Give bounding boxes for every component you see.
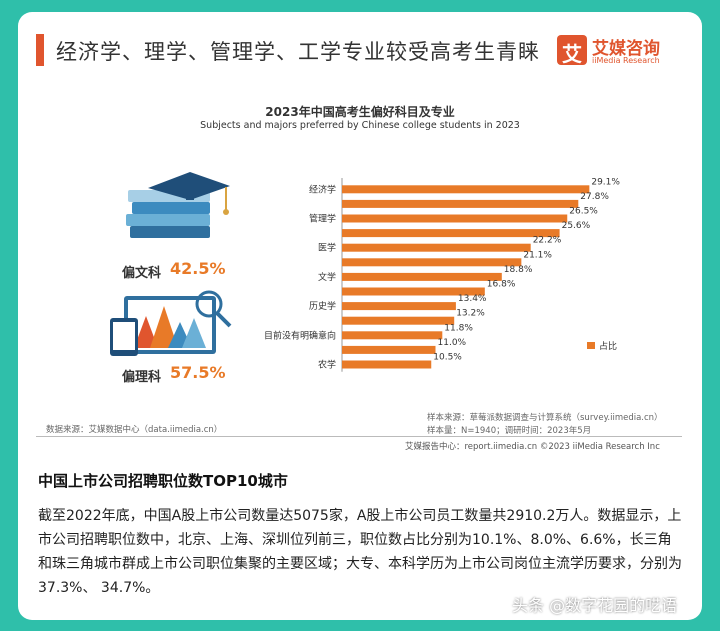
bar-10 [342, 331, 443, 340]
category-label-10: 目前没有明确意向 [264, 329, 336, 341]
article-title: 中国上市公司招聘职位数TOP10城市 [38, 472, 288, 490]
data-label-5: 21.1% [523, 250, 552, 260]
legend-swatch [587, 342, 595, 349]
segment-label-science: 偏理科 [122, 370, 162, 385]
legend-label: 占比 [599, 340, 617, 352]
data-label-3: 25.6% [562, 221, 591, 231]
data-label-7: 16.8% [487, 280, 516, 290]
bar-11 [342, 345, 436, 354]
logo-icon: 艾 [557, 35, 587, 66]
watermark: 头条 @数字花园的呓语 [512, 596, 678, 615]
bar-8 [342, 302, 456, 311]
data-label-8: 13.4% [458, 294, 487, 304]
chart-title: 2023年中国高考生偏好科目及专业 [265, 105, 455, 119]
books-icon [126, 172, 230, 238]
logo-mark: 艾 [562, 42, 582, 66]
bar-9 [342, 316, 455, 325]
sample-source: 样本来源：草莓派数据调查与计算系统（survey.iimedia.cn） [427, 413, 663, 423]
data-label-6: 18.8% [504, 265, 533, 275]
segment-value-science: 57.5% [170, 363, 226, 382]
sample-size: 样本量：N=1940；调研时间：2023年5月 [427, 426, 592, 436]
data-label-2: 26.5% [569, 207, 598, 217]
segment-label-liberal-arts: 偏文科 [122, 266, 162, 281]
headline: 经济学、理学、管理学、工学专业较受高考生青睐 [56, 40, 540, 64]
footer-rule [36, 436, 682, 437]
data-label-1: 27.8% [580, 192, 609, 202]
bar-0 [342, 185, 590, 194]
report-footer: 艾媒报告中心：report.iimedia.cn ©2023 iiMedia R… [405, 442, 660, 452]
logo-english: iiMedia Research [592, 56, 660, 65]
article-body: 截至2022年底，中国A股上市公司数量达5075家，A股上市公司员工数量共291… [38, 508, 682, 596]
bar-2 [342, 214, 568, 223]
data-label-10: 11.8% [444, 323, 473, 333]
data-label-9: 13.2% [456, 309, 485, 319]
data-label-4: 22.2% [533, 236, 562, 246]
bar-5 [342, 258, 522, 267]
category-label-8: 历史学 [309, 300, 336, 312]
chart-subtitle: Subjects and majors preferred by Chinese… [200, 120, 520, 131]
bar-3 [342, 229, 560, 238]
data-label-11: 11.0% [438, 338, 467, 348]
data-label-0: 29.1% [591, 177, 620, 187]
bar-4 [342, 243, 531, 252]
category-label-0: 经济学 [309, 183, 336, 195]
category-label-6: 文学 [318, 271, 336, 283]
logo-name: 艾媒咨询 [592, 39, 660, 59]
bar-12 [342, 360, 432, 369]
bar-6 [342, 272, 502, 281]
bar-1 [342, 199, 579, 208]
headline-accent-bar [36, 34, 44, 66]
segment-value-liberal-arts: 42.5% [170, 259, 226, 278]
data-label-12: 10.5% [433, 353, 462, 363]
category-label-12: 农学 [318, 359, 336, 371]
data-source: 数据来源：艾媒数据中心（data.iimedia.cn） [46, 425, 223, 435]
bar-7 [342, 287, 485, 296]
analytics-icon [110, 290, 232, 356]
category-label-2: 管理学 [309, 213, 336, 225]
category-label-4: 医学 [318, 242, 336, 254]
